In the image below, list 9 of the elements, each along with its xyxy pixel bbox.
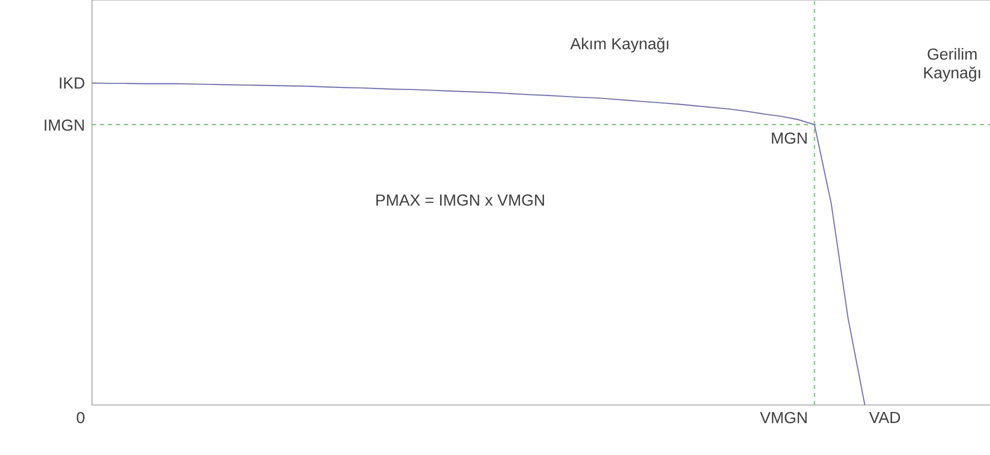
- annotation: IKD: [60, 78, 84, 89]
- text: Gerilim Kaynağı: [924, 48, 980, 82]
- annotation: IMGN: [44, 119, 84, 131]
- text: VAD: [869, 412, 900, 423]
- text: Akım Kaynağı: [570, 37, 668, 53]
- annotation: MGN: [772, 132, 807, 144]
- text: VMGN: [760, 412, 807, 424]
- annotation: PMAX = IMGN x VMGN: [376, 194, 544, 206]
- text: 0: [76, 412, 84, 424]
